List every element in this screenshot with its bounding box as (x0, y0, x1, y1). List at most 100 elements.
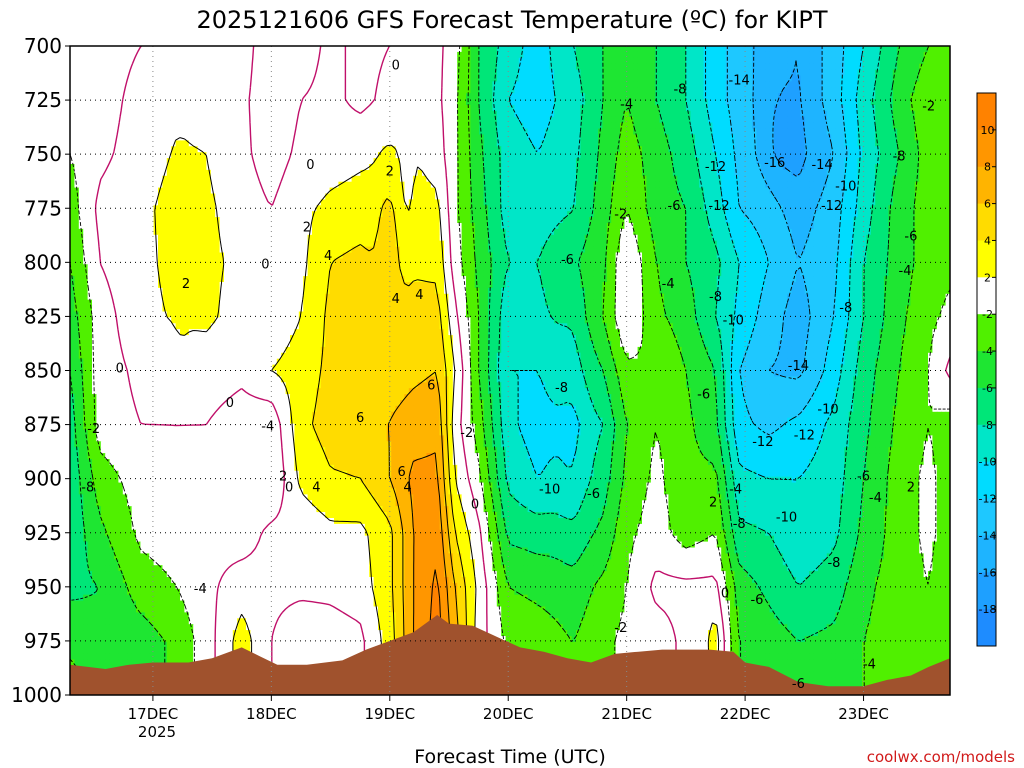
temperature-cell (452, 69, 458, 77)
temperature-cell (686, 134, 691, 141)
temperature-cell (290, 51, 295, 59)
temperature-cell (800, 181, 806, 189)
temperature-cell (259, 158, 265, 165)
temperature-cell (567, 158, 573, 165)
temperature-cell (818, 110, 823, 118)
temperature-cell (593, 46, 599, 53)
temperature-cell (422, 69, 427, 77)
temperature-cell (347, 169, 353, 177)
temperature-cell (131, 87, 137, 94)
temperature-cell (818, 105, 823, 112)
temperature-cell (756, 134, 762, 141)
temperature-cell (276, 110, 282, 118)
temperature-cell (285, 99, 291, 106)
temperature-cell (316, 140, 322, 147)
temperature-cell (941, 75, 947, 82)
temperature-cell (505, 134, 511, 141)
temperature-cell (92, 93, 97, 100)
temperature-cell (184, 181, 190, 189)
temperature-cell (589, 46, 595, 53)
temperature-cell (250, 99, 256, 106)
temperature-cell (523, 93, 529, 100)
temperature-cell (228, 51, 234, 59)
temperature-cell (241, 75, 247, 82)
temperature-cell (875, 146, 881, 153)
temperature-cell (118, 99, 124, 106)
temperature-cell (518, 46, 524, 53)
temperature-cell (774, 152, 779, 159)
temperature-cell (906, 69, 911, 77)
temperature-cell (197, 187, 203, 195)
temperature-cell (835, 81, 841, 88)
temperature-cell (831, 69, 837, 77)
temperature-cell (672, 128, 678, 136)
temperature-cell (369, 105, 375, 112)
temperature-cell (540, 46, 546, 53)
temperature-cell (118, 187, 124, 195)
temperature-cell (826, 134, 832, 141)
temperature-cell (527, 81, 533, 88)
temperature-cell (734, 99, 740, 106)
temperature-cell (637, 181, 643, 189)
temperature-cell (536, 134, 542, 141)
temperature-cell (316, 116, 322, 124)
temperature-cell (435, 93, 441, 100)
temperature-cell (364, 87, 370, 94)
temperature-cell (78, 69, 84, 77)
temperature-cell (378, 87, 383, 94)
temperature-cell (70, 46, 75, 53)
temperature-cell (848, 46, 854, 53)
temperature-cell (457, 181, 463, 189)
temperature-cell (901, 140, 907, 147)
temperature-cell (919, 63, 925, 71)
temperature-cell (180, 93, 185, 100)
temperature-cell (158, 181, 163, 189)
temperature-cell (628, 69, 634, 77)
temperature-cell (910, 169, 916, 177)
temperature-cell (259, 110, 265, 118)
temperature-cell (285, 93, 291, 100)
temperature-cell (246, 116, 251, 124)
temperature-cell (351, 46, 357, 53)
temperature-cell (730, 87, 735, 94)
temperature-cell (122, 175, 128, 183)
temperature-cell (796, 146, 801, 153)
temperature-cell (510, 134, 515, 141)
temperature-cell (884, 75, 889, 82)
temperature-cell (193, 187, 199, 195)
temperature-cell (580, 110, 586, 118)
temperature-cell (782, 51, 788, 59)
temperature-cell (813, 187, 819, 195)
temperature-cell (219, 63, 225, 71)
temperature-cell (857, 105, 863, 112)
temperature-cell (444, 105, 449, 112)
temperature-cell (637, 146, 643, 153)
temperature-cell (650, 175, 656, 183)
temperature-cell (932, 181, 938, 189)
temperature-cell (620, 122, 625, 130)
temperature-cell (637, 63, 643, 71)
temperature-cell (554, 158, 559, 165)
temperature-cell (738, 110, 744, 118)
temperature-cell (510, 99, 515, 106)
temperature-cell (901, 105, 907, 112)
temperature-cell (532, 81, 537, 88)
temperature-cell (109, 87, 115, 94)
temperature-cell (338, 93, 344, 100)
temperature-cell (356, 75, 361, 82)
temperature-cell (400, 146, 405, 153)
temperature-cell (782, 158, 788, 165)
temperature-cell (501, 69, 507, 77)
temperature-cell (483, 158, 489, 165)
temperature-cell (435, 87, 441, 94)
temperature-cell (571, 146, 577, 153)
temperature-cell (92, 146, 97, 153)
temperature-cell (532, 69, 537, 77)
temperature-cell (611, 181, 617, 189)
temperature-cell (417, 181, 423, 189)
temperature-cell (100, 146, 106, 153)
temperature-cell (936, 134, 942, 141)
temperature-cell (756, 158, 762, 165)
temperature-cell (215, 75, 221, 82)
temperature-cell (122, 51, 128, 59)
